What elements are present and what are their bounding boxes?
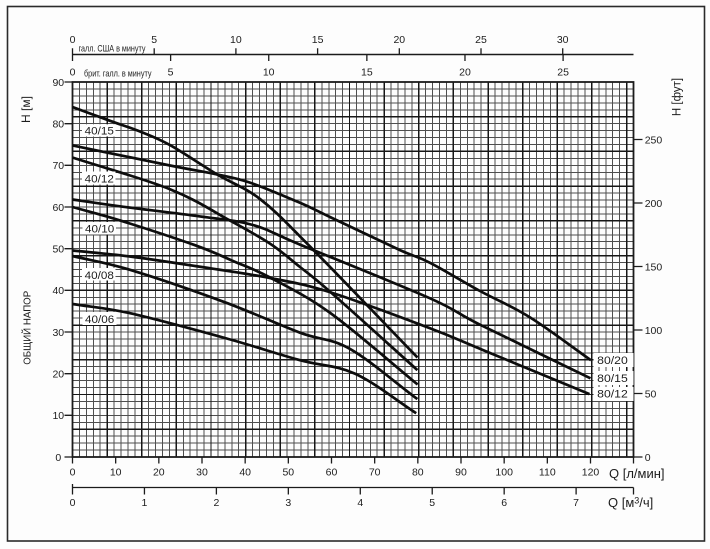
svg-text:H [фут]: H [фут]	[672, 78, 684, 116]
svg-text:H [м]: H [м]	[19, 96, 33, 123]
svg-text:6: 6	[501, 497, 507, 509]
svg-text:80/15: 80/15	[597, 373, 628, 385]
svg-text:80: 80	[412, 466, 424, 478]
svg-text:20: 20	[459, 67, 471, 79]
svg-text:2: 2	[213, 497, 219, 509]
svg-text:7: 7	[573, 497, 579, 509]
svg-text:0: 0	[55, 452, 61, 464]
svg-text:5: 5	[168, 67, 174, 79]
svg-text:0: 0	[70, 497, 76, 509]
svg-text:40/15: 40/15	[85, 126, 114, 138]
svg-text:10: 10	[230, 34, 242, 46]
svg-text:80/20: 80/20	[597, 355, 628, 367]
svg-text:Q [м3/ч]: Q [м3/ч]	[608, 495, 653, 510]
svg-text:30: 30	[52, 327, 64, 339]
svg-text:5: 5	[151, 34, 157, 46]
svg-text:120: 120	[582, 466, 600, 478]
svg-text:Q [л/мин]: Q [л/мин]	[609, 466, 665, 481]
svg-text:40: 40	[52, 285, 64, 297]
svg-text:80/12: 80/12	[597, 389, 628, 401]
svg-text:галл. США в минуту: галл. США в минуту	[79, 44, 146, 55]
svg-text:15: 15	[312, 34, 324, 46]
svg-text:40/08: 40/08	[85, 270, 114, 282]
svg-text:40/12: 40/12	[85, 173, 114, 185]
svg-text:100: 100	[645, 325, 663, 337]
svg-text:90: 90	[455, 466, 467, 478]
svg-text:5: 5	[429, 497, 435, 509]
svg-text:150: 150	[645, 261, 663, 273]
svg-text:4: 4	[357, 497, 363, 509]
svg-text:25: 25	[557, 67, 569, 79]
svg-text:70: 70	[52, 160, 64, 172]
svg-text:15: 15	[361, 67, 373, 79]
svg-text:10: 10	[52, 410, 64, 422]
svg-text:20: 20	[52, 369, 64, 381]
svg-text:1: 1	[141, 497, 147, 509]
svg-text:80: 80	[52, 119, 64, 131]
svg-text:70: 70	[369, 466, 381, 478]
svg-text:90: 90	[52, 77, 64, 89]
svg-text:20: 20	[393, 34, 405, 46]
svg-text:0: 0	[70, 34, 76, 46]
svg-text:200: 200	[645, 198, 663, 210]
svg-text:25: 25	[475, 34, 487, 46]
svg-text:0: 0	[645, 452, 651, 464]
svg-text:40: 40	[239, 466, 251, 478]
svg-text:60: 60	[52, 202, 64, 214]
svg-text:60: 60	[326, 466, 338, 478]
svg-text:0: 0	[70, 466, 76, 478]
svg-text:50: 50	[282, 466, 294, 478]
svg-text:20: 20	[153, 466, 165, 478]
svg-text:0: 0	[70, 67, 76, 79]
svg-text:30: 30	[196, 466, 208, 478]
svg-text:250: 250	[645, 134, 663, 146]
svg-text:100: 100	[495, 466, 513, 478]
svg-text:ОБЩИЙ НАПОР: ОБЩИЙ НАПОР	[21, 290, 34, 364]
svg-text:3: 3	[285, 497, 291, 509]
svg-text:50: 50	[645, 388, 657, 400]
svg-text:40/10: 40/10	[85, 224, 114, 236]
svg-text:10: 10	[110, 466, 122, 478]
svg-text:40/06: 40/06	[85, 314, 114, 326]
svg-text:брит. галл. в минуту: брит. галл. в минуту	[84, 68, 152, 79]
svg-text:50: 50	[52, 244, 64, 256]
svg-text:10: 10	[263, 67, 275, 79]
svg-text:110: 110	[539, 466, 556, 478]
svg-text:30: 30	[557, 34, 569, 46]
